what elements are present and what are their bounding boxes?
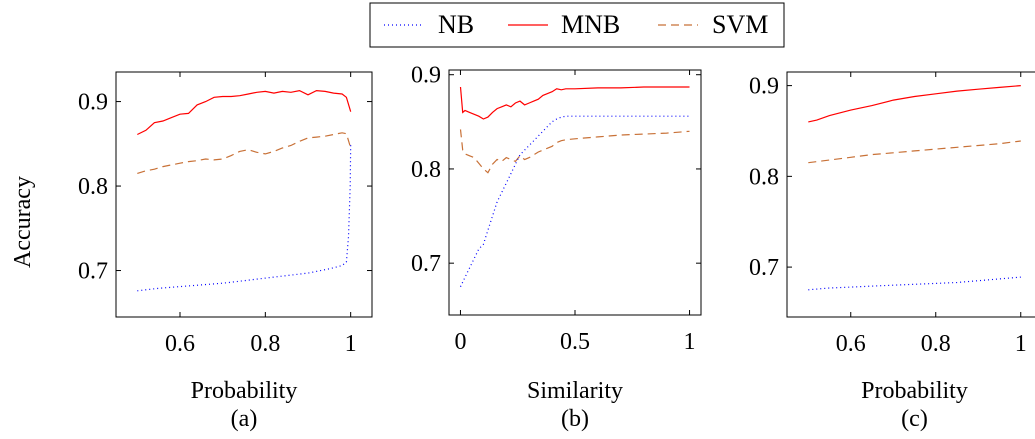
series-line-svm	[459, 129, 690, 174]
y-tick-label: 0.9	[78, 90, 108, 116]
x-axis-label: Similarity	[527, 378, 623, 404]
series-line-mnb	[459, 86, 690, 120]
series-line-nb	[808, 276, 1021, 291]
panel-caption: (b)	[561, 406, 589, 432]
x-tick-label: 0.8	[250, 331, 280, 357]
legend-svm-label: SVM	[712, 10, 768, 39]
plot-frame	[786, 71, 1035, 318]
series-line-mnb	[808, 85, 1021, 123]
x-tick-label: 0.8	[921, 331, 951, 357]
x-tick-label: 0.6	[836, 331, 866, 357]
series-line-mnb	[137, 89, 352, 136]
series-group	[459, 86, 690, 287]
x-tick-label: 0	[454, 329, 466, 355]
y-tick-label: 0.8	[749, 164, 779, 190]
x-tick-label: 1	[345, 331, 357, 357]
legend-mnb-label: MNB	[561, 10, 620, 39]
series-line-svm	[137, 132, 352, 174]
x-axis-label: Probability	[861, 378, 968, 404]
x-tick-label: 0.5	[560, 329, 590, 355]
y-tick-label: 0.9	[749, 74, 779, 100]
panel-caption: (c)	[901, 406, 928, 432]
legend-nb-label: NB	[438, 10, 474, 39]
y-tick-label: 0.7	[749, 255, 779, 281]
x-tick-label: 0.6	[165, 331, 195, 357]
y-tick-label: 0.8	[411, 157, 441, 183]
series-group	[137, 89, 352, 292]
series-line-nb	[459, 115, 690, 287]
y-axis-label: Accuracy	[10, 176, 36, 268]
series-group	[808, 85, 1021, 291]
x-tick-label: 1	[684, 329, 696, 355]
y-tick-label: 0.7	[78, 259, 108, 285]
panel-c: 0.6 0.8 1 0.7 0.8 0.9 Probability(c)	[749, 71, 1035, 432]
panel-b: 0 0.5 1 0.7 0.8 0.9 Similarity(b)	[411, 63, 702, 432]
legend-box	[369, 2, 785, 48]
x-axis-label: Probability	[191, 378, 298, 404]
panel-caption: (a)	[231, 406, 258, 432]
x-tick-label: 1	[1015, 331, 1027, 357]
panel-a: 0.6 0.8 1 0.7 0.8 0.9 Probability(a)	[78, 71, 373, 432]
series-line-svm	[808, 140, 1021, 164]
legend: NB MNB SVM	[369, 2, 785, 48]
y-tick-label: 0.8	[78, 174, 108, 200]
y-tick-label: 0.7	[411, 251, 441, 277]
plot-frame	[115, 71, 373, 318]
y-tick-label: 0.9	[411, 63, 441, 89]
plot-frame	[448, 69, 702, 316]
